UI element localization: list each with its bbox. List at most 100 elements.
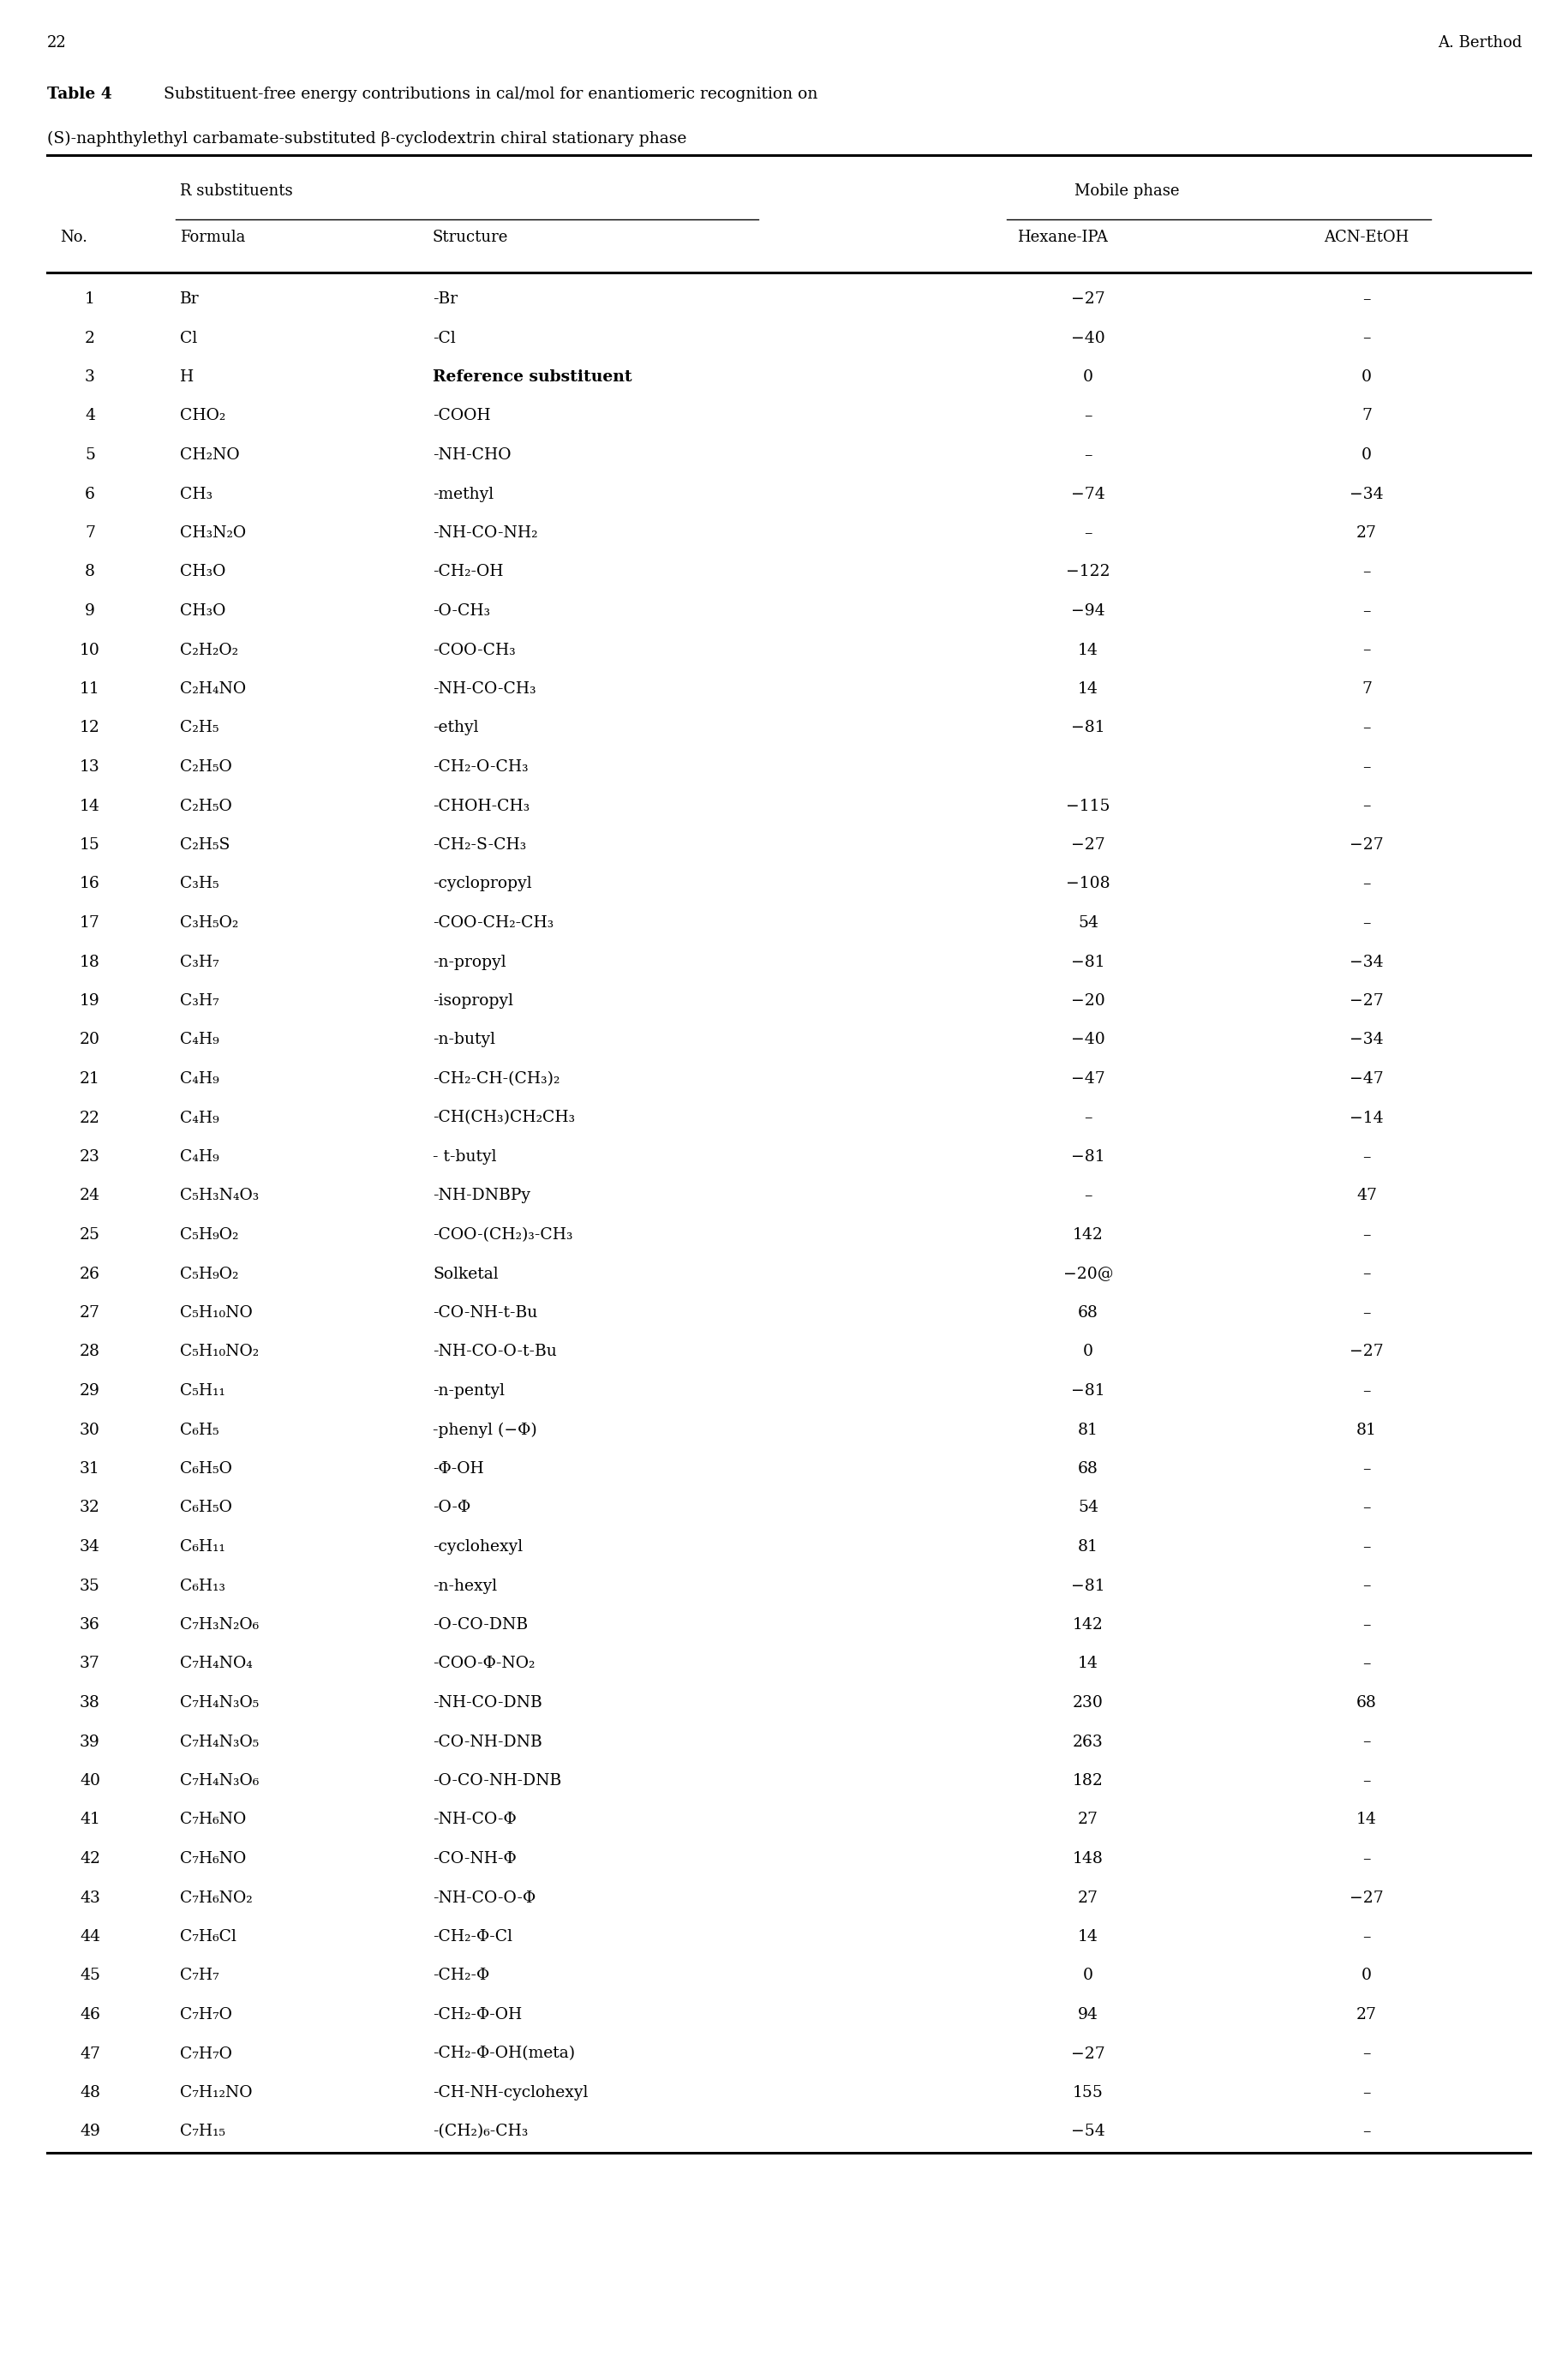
Text: -CO-NH-t-Bu: -CO-NH-t-Bu	[433, 1306, 538, 1320]
Text: -COO-(CH₂)₃-CH₃: -COO-(CH₂)₃-CH₃	[433, 1228, 572, 1242]
Text: 32: 32	[80, 1501, 100, 1515]
Text: 27: 27	[1356, 526, 1377, 540]
Text: −74: −74	[1071, 485, 1104, 502]
Text: 46: 46	[80, 2008, 100, 2022]
Text: 27: 27	[1077, 1813, 1098, 1827]
Text: -NH-CO-DNB: -NH-CO-DNB	[433, 1696, 543, 1711]
Text: C₂H₂O₂: C₂H₂O₂	[180, 642, 238, 657]
Text: -COO-CH₃: -COO-CH₃	[433, 642, 516, 657]
Text: Hexane-IPA: Hexane-IPA	[1016, 231, 1107, 245]
Text: 6: 6	[85, 485, 96, 502]
Text: 5: 5	[85, 447, 96, 464]
Text: - t-butyl: - t-butyl	[433, 1149, 495, 1166]
Text: Formula: Formula	[180, 231, 245, 245]
Text: 7: 7	[85, 526, 96, 540]
Text: 12: 12	[80, 721, 100, 735]
Text: No.: No.	[60, 231, 88, 245]
Text: C₇H₇O: C₇H₇O	[180, 2046, 232, 2063]
Text: −47: −47	[1348, 1071, 1383, 1087]
Text: −20@: −20@	[1063, 1266, 1113, 1282]
Text: 18: 18	[80, 954, 100, 971]
Text: 15: 15	[80, 837, 100, 852]
Text: 14: 14	[1077, 1656, 1098, 1672]
Text: 2: 2	[85, 331, 96, 345]
Text: CH₃: CH₃	[180, 485, 213, 502]
Text: 24: 24	[80, 1187, 100, 1204]
Text: 14: 14	[80, 799, 100, 814]
Text: −108: −108	[1066, 875, 1110, 892]
Text: -Φ-OH: -Φ-OH	[433, 1461, 483, 1477]
Text: -NH-DNBPy: -NH-DNBPy	[433, 1187, 530, 1204]
Text: –: –	[1363, 1577, 1370, 1594]
Text: −81: −81	[1071, 1577, 1104, 1594]
Text: –: –	[1363, 2124, 1370, 2139]
Text: C₅H₁₁: C₅H₁₁	[180, 1382, 226, 1399]
Text: 45: 45	[80, 1967, 100, 1984]
Text: C₆H₁₃: C₆H₁₃	[180, 1577, 226, 1594]
Text: 36: 36	[80, 1618, 100, 1632]
Text: -O-CH₃: -O-CH₃	[433, 604, 489, 619]
Text: 81: 81	[1077, 1423, 1098, 1437]
Text: 94: 94	[1077, 2008, 1098, 2022]
Text: -CH₂-S-CH₃: -CH₂-S-CH₃	[433, 837, 525, 852]
Text: –: –	[1363, 1656, 1370, 1672]
Text: C₇H₄N₃O₆: C₇H₄N₃O₆	[180, 1772, 259, 1789]
Text: 49: 49	[80, 2124, 100, 2139]
Text: 22: 22	[47, 36, 66, 50]
Text: -NH-CO-O-Φ: -NH-CO-O-Φ	[433, 1889, 535, 1906]
Text: –: –	[1363, 875, 1370, 892]
Text: -COOH: -COOH	[433, 409, 491, 423]
Text: -n-butyl: -n-butyl	[433, 1032, 495, 1047]
Text: R substituents: R substituents	[180, 183, 293, 200]
Text: C₆H₅O: C₆H₅O	[180, 1461, 232, 1477]
Text: -CH-NH-cyclohexyl: -CH-NH-cyclohexyl	[433, 2084, 588, 2101]
Text: 37: 37	[80, 1656, 100, 1672]
Text: 43: 43	[80, 1889, 100, 1906]
Text: 13: 13	[80, 759, 100, 776]
Text: –: –	[1363, 1734, 1370, 1749]
Text: 0: 0	[1082, 1967, 1093, 1984]
Text: 4: 4	[85, 409, 96, 423]
Text: C₄H₉: C₄H₉	[180, 1149, 220, 1166]
Text: Br: Br	[180, 290, 199, 307]
Text: −27: −27	[1071, 290, 1104, 307]
Text: CH₃O: CH₃O	[180, 564, 226, 580]
Text: C₃H₇: C₃H₇	[180, 994, 220, 1009]
Text: −14: −14	[1348, 1111, 1383, 1125]
Text: -O-CO-NH-DNB: -O-CO-NH-DNB	[433, 1772, 561, 1789]
Text: CHO₂: CHO₂	[180, 409, 226, 423]
Text: 9: 9	[85, 604, 96, 619]
Text: -NH-CO-Φ: -NH-CO-Φ	[433, 1813, 516, 1827]
Text: –: –	[1363, 1618, 1370, 1632]
Text: −27: −27	[1348, 994, 1383, 1009]
Text: –: –	[1363, 1228, 1370, 1242]
Text: -Cl: -Cl	[433, 331, 455, 345]
Text: 54: 54	[1077, 916, 1098, 930]
Text: –: –	[1363, 1851, 1370, 1868]
Text: −81: −81	[1071, 1382, 1104, 1399]
Text: 41: 41	[80, 1813, 100, 1827]
Text: 142: 142	[1073, 1228, 1102, 1242]
Text: 47: 47	[1356, 1187, 1377, 1204]
Text: 40: 40	[80, 1772, 100, 1789]
Text: –: –	[1363, 1382, 1370, 1399]
Text: -CH₂-Φ-Cl: -CH₂-Φ-Cl	[433, 1929, 513, 1944]
Text: -NH-CHO: -NH-CHO	[433, 447, 511, 464]
Text: 19: 19	[80, 994, 100, 1009]
Text: 17: 17	[80, 916, 100, 930]
Text: -cyclopropyl: -cyclopropyl	[433, 875, 532, 892]
Text: –: –	[1363, 290, 1370, 307]
Text: −34: −34	[1348, 954, 1383, 971]
Text: -CH₂-Φ: -CH₂-Φ	[433, 1967, 489, 1984]
Text: -methyl: -methyl	[433, 485, 494, 502]
Text: 3: 3	[85, 369, 96, 385]
Text: 148: 148	[1073, 1851, 1102, 1868]
Text: 54: 54	[1077, 1501, 1098, 1515]
Text: Structure: Structure	[433, 231, 508, 245]
Text: 30: 30	[80, 1423, 100, 1437]
Text: –: –	[1083, 447, 1091, 464]
Text: 16: 16	[80, 875, 100, 892]
Text: 35: 35	[80, 1577, 100, 1594]
Text: −81: −81	[1071, 1149, 1104, 1166]
Text: 22: 22	[80, 1111, 100, 1125]
